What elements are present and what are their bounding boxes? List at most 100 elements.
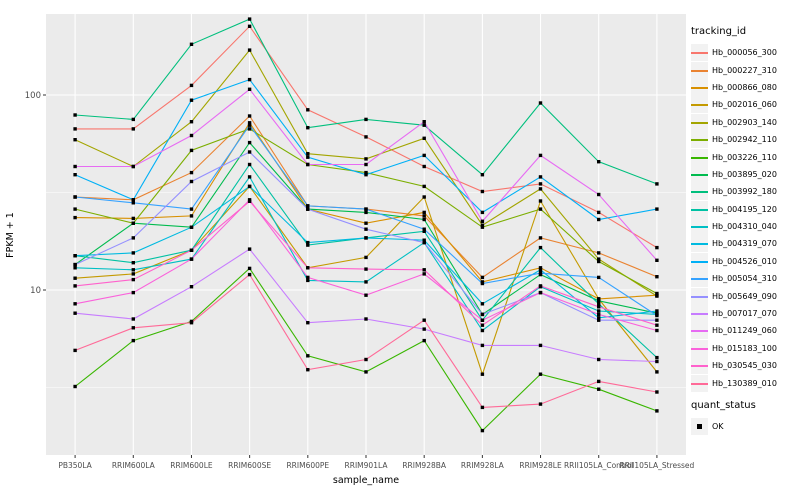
legend-line-icon [691, 52, 708, 55]
x-axis-title: sample_name [333, 475, 399, 486]
legend-item-Hb_003895_020: Hb_003895_020 [691, 165, 799, 183]
quant-status-legend-item: OK [691, 418, 799, 436]
data-point [364, 227, 368, 231]
data-point [422, 338, 426, 343]
legend-item-Hb_003226_110: Hb_003226_110 [691, 148, 799, 166]
legend-key-swatch [691, 183, 708, 201]
data-point [480, 173, 485, 177]
data-point [364, 357, 368, 362]
data-point [247, 114, 252, 118]
axis-labels: 10 100 PB350LA RRIM600LA RRIM600LE RRIM600SE R… [25, 91, 695, 470]
legend-line-icon [691, 260, 708, 263]
legend-item-Hb_030545_030: Hb_030545_030 [691, 357, 799, 375]
legend-key-swatch [691, 270, 708, 288]
data-point [306, 321, 310, 325]
data-point [364, 317, 368, 321]
legend-line-icon [691, 295, 708, 298]
data-point [538, 284, 543, 288]
data-point [422, 153, 426, 158]
data-point [422, 184, 426, 189]
data-point [655, 258, 659, 262]
legend-item-Hb_002903_140: Hb_002903_140 [691, 113, 799, 131]
data-point [131, 326, 135, 330]
legend-items: Hb_000056_300 Hb_000227_310 Hb_000866_080 H… [691, 44, 799, 392]
data-point [480, 343, 485, 348]
data-point [422, 120, 426, 124]
data-point [73, 113, 77, 117]
data-point [538, 207, 543, 211]
data-point [597, 357, 601, 362]
data-point [247, 162, 252, 167]
data-point [364, 267, 368, 271]
data-point [597, 318, 601, 322]
data-point [597, 312, 601, 317]
x-tick-label: RRIM600LE [170, 461, 213, 470]
legend-line-icon [691, 365, 708, 368]
y-tick-label: 10 [30, 286, 41, 296]
data-point [422, 272, 426, 276]
data-point [73, 276, 77, 280]
data-point [73, 266, 77, 270]
data-point [480, 275, 485, 280]
data-point [364, 280, 368, 284]
x-tick-label: RRIM928LE [519, 461, 562, 470]
legend-key-swatch [691, 61, 708, 79]
data-point [189, 207, 194, 211]
data-point [364, 293, 368, 297]
data-point [597, 192, 601, 197]
data-point [306, 152, 310, 156]
data-point [73, 284, 77, 288]
legend-key-swatch [691, 165, 708, 183]
data-point [655, 294, 659, 298]
legend-item-Hb_007017_070: Hb_007017_070 [691, 305, 799, 323]
legend-item-label: Hb_030545_030 [712, 361, 777, 371]
data-point [480, 328, 485, 333]
legend-item-label: Hb_005054_310 [712, 274, 777, 284]
data-point [131, 216, 135, 221]
legend-item-label: Hb_003895_020 [712, 169, 777, 179]
data-point [597, 316, 601, 320]
legend-item-Hb_003992_180: Hb_003992_180 [691, 183, 799, 201]
legend-item-Hb_000227_310: Hb_000227_310 [691, 61, 799, 79]
x-tick-label: RRIM600LA [112, 461, 156, 470]
legend-key-swatch [691, 148, 708, 166]
quant-status-label: OK [712, 422, 724, 432]
data-point [597, 379, 601, 384]
legend-key-swatch [691, 357, 708, 375]
legend-key-swatch [691, 131, 708, 149]
legend-item-Hb_000056_300: Hb_000056_300 [691, 44, 799, 62]
data-point [306, 207, 310, 211]
legend-item-label: Hb_000866_080 [712, 82, 777, 92]
data-point [597, 309, 601, 313]
legend-item-label: Hb_004526_010 [712, 256, 777, 266]
data-point [306, 240, 310, 245]
data-point [131, 236, 135, 240]
data-point [538, 153, 543, 158]
data-point [189, 248, 194, 252]
data-point [247, 121, 252, 125]
data-point [597, 259, 601, 264]
legend-item-Hb_015183_100: Hb_015183_100 [691, 339, 799, 357]
data-point [131, 317, 135, 321]
ok-point-icon [697, 424, 702, 430]
data-point [364, 162, 368, 167]
legend-key-swatch [691, 113, 708, 131]
legend-item-label: Hb_000227_310 [712, 65, 777, 75]
data-point [538, 101, 543, 105]
data-point [247, 247, 252, 251]
data-point [131, 164, 135, 169]
data-point [480, 312, 485, 317]
data-point [364, 157, 368, 161]
data-point [655, 355, 659, 360]
legend-line-icon [691, 226, 708, 229]
data-point [131, 268, 135, 272]
legend-item-label: Hb_002016_060 [712, 100, 777, 110]
data-point [131, 261, 135, 265]
data-point [189, 285, 194, 289]
data-point [247, 140, 252, 145]
data-point [364, 173, 368, 177]
tracking-id-legend: tracking_id Hb_000056_300 Hb_000227_310 Hb… [691, 26, 799, 392]
data-point [306, 162, 310, 167]
legend-line-icon [691, 382, 708, 385]
data-point [655, 359, 659, 364]
